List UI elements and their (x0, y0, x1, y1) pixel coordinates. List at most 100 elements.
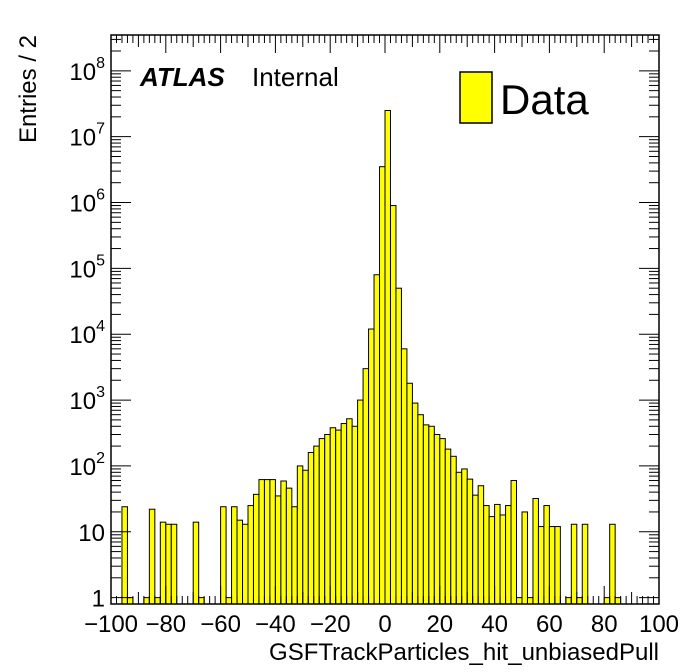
histogram-bar (543, 505, 550, 605)
histogram-bar (450, 455, 457, 605)
tick-labels: −100 −80 −60 −40 −20 0 20 40 60 80 100 1 10 102 103 104… (69, 55, 679, 638)
x-tick-label: −20 (310, 611, 351, 638)
histogram-bar (318, 438, 326, 605)
histogram-bar (428, 425, 435, 605)
histogram-bar (346, 418, 353, 605)
histogram-bar (477, 485, 485, 605)
atlas-label: ATLAS (139, 62, 225, 92)
histogram-bar (263, 479, 271, 605)
x-tick-label: −80 (145, 611, 186, 638)
histogram-bar (505, 505, 512, 605)
histogram-bar (581, 523, 589, 605)
histogram-bar (143, 597, 150, 605)
histogram-bar (444, 448, 452, 605)
y-tick-label: 108 (69, 55, 105, 86)
histogram-bar (247, 505, 254, 605)
legend-label-data: Data (500, 76, 589, 123)
atlas-internal-label: Internal (252, 62, 339, 92)
histogram-bar (220, 506, 227, 605)
histogram-bar (472, 494, 479, 605)
histogram-bar (280, 480, 287, 605)
histogram-bar (368, 328, 375, 605)
y-tick-label: 1 (92, 586, 105, 613)
histogram-bar (494, 503, 501, 605)
histogram-bar (395, 287, 402, 605)
histogram-bar (126, 597, 134, 605)
y-tick-label: 103 (69, 384, 105, 415)
histogram-bar (422, 424, 430, 605)
histogram-bar (351, 425, 359, 605)
histogram-bar (302, 469, 309, 605)
histogram-bar (198, 597, 205, 605)
histogram-bar (455, 471, 463, 605)
histogram-bar (510, 480, 518, 605)
histogram-bar (159, 521, 167, 605)
histogram-bar (516, 597, 523, 605)
histogram-bar (373, 274, 381, 605)
histogram-bar (417, 414, 424, 605)
histogram-bar (400, 348, 408, 605)
histogram-bar (165, 523, 172, 605)
histogram-bar (285, 487, 293, 605)
histogram-bar (274, 495, 282, 605)
x-tick-label: −60 (200, 611, 241, 638)
histogram-bar (170, 523, 178, 605)
histogram-bar (548, 526, 556, 605)
histogram-bar (252, 493, 260, 605)
histogram-bar (296, 465, 304, 605)
histogram-bar (225, 597, 233, 605)
histogram-bar (499, 514, 507, 605)
histogram-bar (570, 523, 578, 605)
histogram-bar (439, 438, 446, 605)
histogram-bars (121, 109, 622, 605)
histogram-bar (324, 434, 331, 605)
y-axis-title: Entries / 2 (15, 35, 42, 143)
histogram-bar (466, 478, 474, 605)
histogram-bar (258, 479, 265, 605)
histogram-bar (357, 399, 364, 605)
histogram-bar (461, 468, 468, 605)
histogram-bar (614, 597, 622, 605)
x-tick-label: 40 (481, 611, 508, 638)
histogram-bar (565, 597, 572, 605)
histogram-bar (532, 498, 539, 605)
histogram-bar (236, 519, 244, 605)
histogram-bar (384, 109, 391, 605)
y-tick-label: 106 (69, 187, 105, 218)
histogram-bar (307, 451, 315, 605)
histogram-bar (269, 479, 276, 605)
x-tick-label: 80 (591, 611, 618, 638)
histogram-bar (242, 523, 249, 605)
x-tick-label: −100 (84, 611, 138, 638)
legend-swatch-data (459, 71, 493, 124)
histogram-bar (313, 445, 320, 605)
axis-ticks (110, 35, 660, 604)
histogram-bar (340, 423, 348, 605)
histogram-bar (148, 508, 156, 605)
histogram-bar (389, 205, 397, 605)
histogram-bar (537, 526, 545, 605)
histogram-bar (411, 402, 419, 605)
y-tick-label: 102 (69, 450, 105, 481)
histogram-bar (379, 166, 386, 605)
histogram-bar (483, 505, 490, 605)
histogram-bar (192, 521, 200, 605)
histogram-bar (154, 597, 161, 605)
histogram-bar (609, 523, 616, 605)
histogram-bar (329, 427, 337, 605)
histogram-bar (362, 368, 370, 605)
y-tick-label: 104 (69, 318, 105, 349)
x-axis-title: GSFTrackParticles_hit_unbiasedPull (269, 639, 659, 666)
histogram-bar (231, 506, 238, 605)
x-tick-label: 60 (536, 611, 563, 638)
histogram-bar (603, 597, 611, 605)
histogram-bar (521, 511, 528, 605)
x-tick-label: 20 (426, 611, 453, 638)
histogram-bar (526, 597, 534, 605)
histogram-bar (291, 506, 298, 605)
histogram-bar (121, 506, 128, 605)
histogram-bar (335, 429, 342, 605)
histogram-bar (554, 526, 561, 605)
histogram-bar (433, 434, 441, 605)
